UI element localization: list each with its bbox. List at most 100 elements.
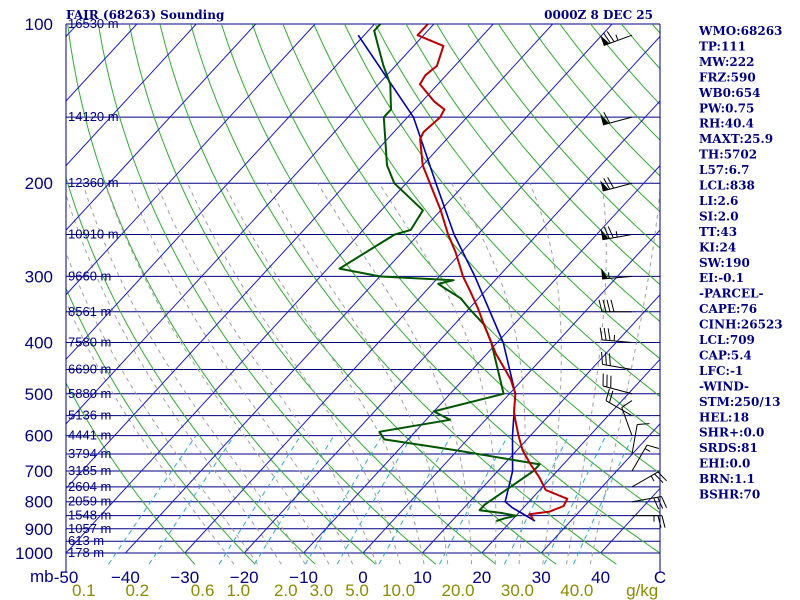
mixing-ratio-label: 0.2 xyxy=(125,581,149,600)
wind-barb-flag xyxy=(607,328,611,341)
wind-barb-flag xyxy=(598,299,603,312)
height-label: 10910 m xyxy=(68,227,119,242)
index-rh: RH:40.4 xyxy=(699,117,754,131)
wind-barb-flag xyxy=(607,177,615,189)
mixing-ratio-label: g/kg xyxy=(626,581,658,600)
index-wmo: WMO:68263 xyxy=(698,24,782,38)
index-th: TH:5702 xyxy=(699,148,757,162)
moist-adiabat-line xyxy=(128,183,354,565)
wind-barb-flag xyxy=(602,299,607,312)
dewpoint-profile xyxy=(338,24,541,522)
index-li: LI:2.6 xyxy=(699,194,738,208)
moist-adiabat-line xyxy=(82,183,306,565)
moist-adiabat-line xyxy=(66,193,282,565)
pressure-label: 1000 xyxy=(15,544,53,563)
height-label: 9660 m xyxy=(68,268,111,283)
dry-adiabat-line xyxy=(374,24,660,360)
moist-adiabat-line xyxy=(451,182,526,565)
temperature-axis-label: -50 xyxy=(54,568,79,587)
wind-barb-flag xyxy=(603,178,611,190)
wind-barb xyxy=(598,299,632,313)
mixing-ratio-line xyxy=(543,435,607,565)
moist-adiabat-line xyxy=(317,182,472,565)
index-wind_hdr: -WIND- xyxy=(699,379,749,393)
index-pw: PW:0.75 xyxy=(699,101,754,115)
pressure-labels: 100 200 300 400 500 600 700 800 900 1000 xyxy=(15,15,53,563)
moist-adiabat-line xyxy=(187,182,401,565)
temperature-line xyxy=(416,24,569,521)
wind-barb-flag xyxy=(606,299,611,312)
wind-barb-staff xyxy=(631,444,648,472)
moist-adiabat-line xyxy=(223,182,425,565)
mixing-ratio-label: 40.0 xyxy=(560,581,593,600)
isotherm-line xyxy=(66,24,494,490)
height-label: 3185 m xyxy=(68,463,111,478)
pressure-label: 800 xyxy=(25,493,53,512)
moist-adiabat-line xyxy=(155,183,377,565)
height-label: 16530 m xyxy=(68,16,119,31)
index-hel: HEL:18 xyxy=(699,410,749,424)
dry-adiabat-line xyxy=(466,24,660,249)
mixing-ratio-label: 2.0 xyxy=(274,581,298,600)
pressure-label: 300 xyxy=(25,267,53,286)
wind-barb-flag xyxy=(661,496,668,509)
dry-adiabat-line xyxy=(66,176,316,565)
temperature-axis-label: 0 xyxy=(358,568,367,587)
dry-adiabat-line xyxy=(282,24,660,475)
height-label: 613 m xyxy=(68,533,104,548)
pressure-label: 700 xyxy=(25,462,53,481)
height-label: 5136 m xyxy=(68,408,111,423)
height-label: 178 m xyxy=(68,545,104,560)
isotherm-line xyxy=(540,423,660,554)
index-ki: KI:24 xyxy=(699,240,736,254)
pressure-label: 100 xyxy=(25,15,53,34)
wind-barb-flag xyxy=(610,299,615,312)
mixing-ratio-line xyxy=(503,435,570,565)
wind-barb-staff xyxy=(631,424,638,455)
temperature-axis-label: 20 xyxy=(472,568,491,587)
index-si: SI:2.0 xyxy=(699,209,739,223)
pressure-label: 600 xyxy=(25,427,53,446)
moist-adiabat-line xyxy=(529,183,562,565)
wind-barb-pennant xyxy=(601,268,609,280)
mixing-ratio-line xyxy=(253,435,335,565)
moist-adiabat-line xyxy=(589,184,660,565)
dewpoint-line xyxy=(338,24,541,522)
dry-adiabat-line xyxy=(190,24,617,565)
mixing-ratio-label: 0.6 xyxy=(191,581,215,600)
index-shr: SHR+:0.0 xyxy=(699,426,764,440)
pressure-unit-label: mb xyxy=(30,567,54,586)
height-label: 8561 m xyxy=(68,304,111,319)
wind-barb-flag xyxy=(606,31,615,42)
wind-barb-half-flag xyxy=(608,272,610,279)
isotherm-line xyxy=(66,24,375,361)
mixing-ratio-line xyxy=(439,435,509,565)
isotherm-line xyxy=(125,24,613,554)
index-sw: SW:190 xyxy=(699,256,750,270)
temperature-profile xyxy=(416,24,569,521)
wind-barb-flag xyxy=(654,473,664,484)
index-maxt: MAXT:25.9 xyxy=(699,132,773,146)
dry-adiabat-line xyxy=(66,287,256,565)
mixing-ratio-label: 3.0 xyxy=(310,581,334,600)
wind-barb-half-flag xyxy=(613,334,616,341)
wind-barb-half-flag xyxy=(650,475,655,482)
wind-barb-flag xyxy=(603,32,611,44)
valid-time: 0000Z 8 DEC 25 xyxy=(544,8,653,22)
parcel-line xyxy=(357,34,536,522)
wind-barb-staff xyxy=(621,407,633,436)
wind-barb-pennant xyxy=(600,228,609,240)
height-label: 6690 m xyxy=(68,362,111,377)
wind-barb-flag xyxy=(605,388,610,401)
mixing-ratio-line xyxy=(378,435,452,565)
height-label: 14120 m xyxy=(68,109,119,124)
wind-barb-flag xyxy=(653,497,660,510)
wind-barb-staff xyxy=(605,400,633,417)
isotherm-line xyxy=(481,358,660,554)
index-parcel_hdr: -PARCEL- xyxy=(699,287,764,301)
pressure-label: 900 xyxy=(25,520,53,539)
wind-barb-staff xyxy=(631,471,659,488)
index-tt: TT:43 xyxy=(699,225,737,239)
index-brn: BRN:1.1 xyxy=(699,472,755,486)
